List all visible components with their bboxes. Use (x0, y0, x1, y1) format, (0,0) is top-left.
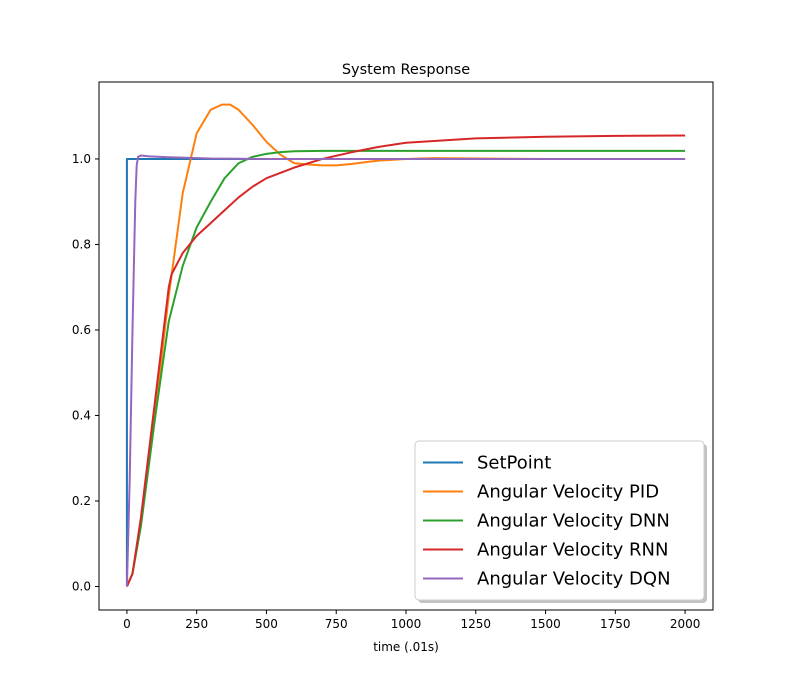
x-tick-label: 1750 (600, 617, 631, 631)
legend-entry-label: Angular Velocity DNN (477, 511, 670, 532)
x-tick-label: 250 (185, 617, 208, 631)
legend-entry-label: Angular Velocity DQN (477, 569, 671, 590)
legend: SetPoint Angular Velocity PID Angular Velo… (414, 440, 707, 603)
y-tick-label: 0.2 (72, 494, 91, 508)
x-tick-label: 0 (123, 617, 131, 631)
y-tick-label: 0.6 (72, 323, 91, 337)
legend-box (414, 440, 705, 601)
legend-entry-label: Angular Velocity RNN (477, 540, 668, 561)
legend-entry-label: SetPoint (477, 453, 551, 474)
x-tick-label: 1000 (391, 617, 422, 631)
x-tick-label: 1250 (460, 617, 491, 631)
legend-entry-label: Angular Velocity PID (477, 482, 659, 503)
series-line-angular-velocity-rnn (125, 134, 686, 587)
y-tick-label: 1.0 (72, 152, 91, 166)
y-axis: 0.0 0.2 0.4 0.6 0.8 1.0 (72, 152, 99, 593)
y-tick-label: 0.8 (72, 237, 91, 251)
x-tick-label: 1500 (530, 617, 561, 631)
x-tick-label: 2000 (670, 617, 701, 631)
series-line-angular-velocity-dqn (125, 154, 686, 587)
x-tick-label: 500 (255, 617, 278, 631)
x-axis: 0 250 500 750 1000 1250 1500 1750 2000 (123, 610, 700, 631)
chart-title: System Response (342, 62, 470, 78)
series-line-angular-velocity-dnn (125, 149, 686, 587)
y-tick-label: 0.0 (72, 579, 91, 593)
series-layer (125, 103, 686, 587)
x-tick-label: 750 (325, 617, 348, 631)
y-tick-label: 0.4 (72, 408, 91, 422)
x-axis-label: time (.01s) (373, 640, 439, 654)
